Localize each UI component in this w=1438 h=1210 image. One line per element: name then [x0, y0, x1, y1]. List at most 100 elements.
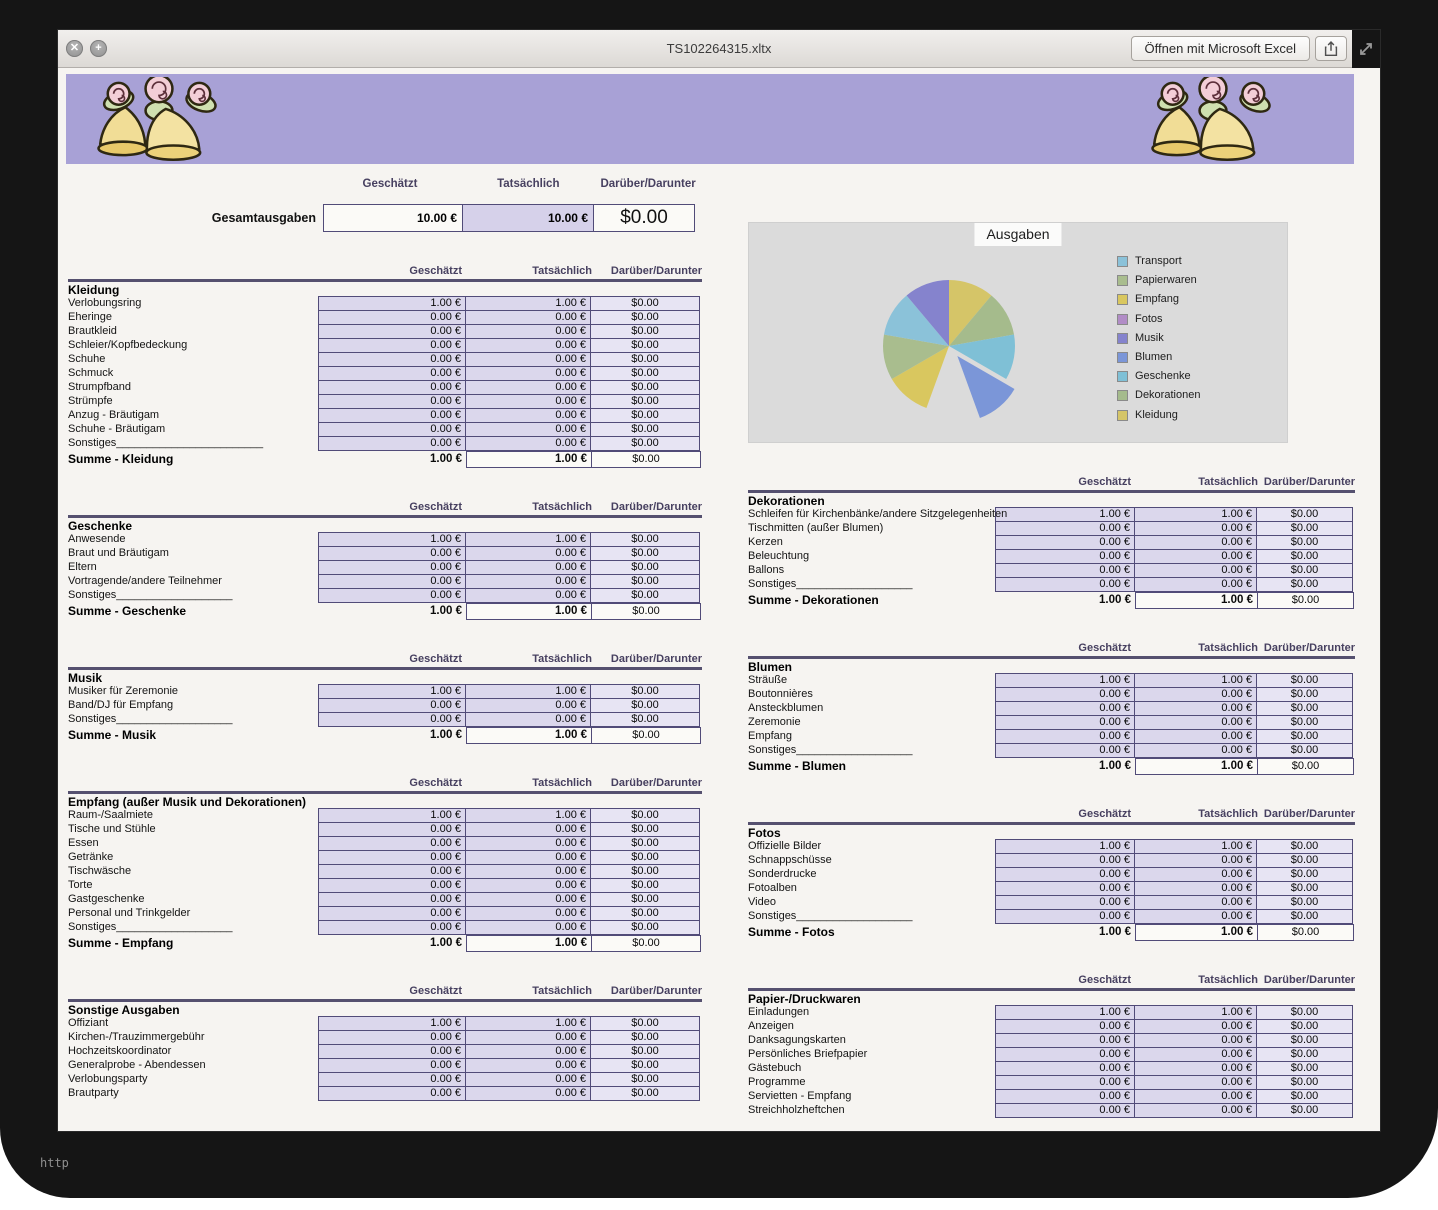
differenz-cell: $0.00 [590, 352, 700, 367]
column-header-differenz: Darüber/Darunter [610, 501, 702, 513]
row-label: Sträuße [748, 674, 788, 686]
table-row: Sonstiges___________________ 0.00 €0.00 €… [748, 909, 1355, 924]
open-with-excel-button[interactable]: Öffnen mit Microsoft Excel [1130, 36, 1310, 61]
legend-item: Geschenke [1117, 370, 1200, 383]
window-titlebar[interactable]: ✕ + TS102264315.xltx Öffnen mit Microsof… [58, 30, 1380, 68]
row-label: Brautkleid [68, 325, 117, 337]
legend-swatch-fotos [1117, 313, 1128, 325]
legend-item: Musik [1117, 331, 1200, 344]
column-header-differenz: Darüber/Darunter [610, 985, 702, 997]
tatsaechlich-cell: 0.00 € [465, 906, 591, 921]
row-label: Danksagungskarten [748, 1034, 846, 1046]
differenz-cell: $0.00 [1256, 853, 1353, 868]
geschaetzt-cell: 0.00 € [318, 712, 466, 727]
legend-swatch-dekorationen [1117, 390, 1128, 402]
share-icon [1324, 40, 1338, 56]
geschaetzt-cell: 0.00 € [318, 546, 466, 561]
geschaetzt-cell: 0.00 € [318, 588, 466, 603]
row-label: Ballons [748, 564, 785, 576]
table-row: Tischwäsche 0.00 €0.00 € $0.00 [68, 864, 702, 879]
differenz-cell: $0.00 [590, 1044, 700, 1059]
geschaetzt-cell: 1.00 € [318, 808, 466, 823]
differenz-cell: $0.00 [590, 338, 700, 353]
sum-differenz-cell: $0.00 [1257, 758, 1354, 775]
legend-label: Musik [1135, 331, 1164, 344]
row-label: Sonderdrucke [748, 868, 817, 880]
table-row: Schuhe - Bräutigam 0.00 €0.00 € $0.00 [68, 422, 702, 437]
tatsaechlich-cell: 0.00 € [1134, 1089, 1257, 1104]
row-label: Schuhe [68, 353, 106, 365]
section-title: Musik [68, 671, 103, 685]
tatsaechlich-cell: 0.00 € [465, 408, 591, 423]
chart-legend: Transport Papierwaren Empfang Fotos Musik Blu… [1117, 256, 1200, 421]
differenz-cell: $0.00 [590, 394, 700, 409]
tatsaechlich-cell: 0.00 € [465, 422, 591, 437]
legend-label: Empfang [1135, 293, 1180, 306]
differenz-cell: $0.00 [590, 1030, 700, 1045]
row-label: Vortragende/andere Teilnehmer [68, 575, 222, 587]
legend-swatch-musik [1117, 332, 1128, 344]
row-label: Raum-/Saalmiete [68, 809, 153, 821]
table-row: Tische und Stühle 0.00 €0.00 € $0.00 [68, 822, 702, 837]
geschaetzt-cell: 0.00 € [318, 1086, 466, 1101]
column-headers: Geschätzt Tatsächlich Darüber/Darunter [748, 476, 1355, 489]
table-row: Strümpfe 0.00 €0.00 € $0.00 [68, 394, 702, 409]
share-button[interactable] [1315, 36, 1347, 61]
column-header-differenz: Darüber/Darunter [1263, 974, 1355, 986]
section-sum-row: Summe - Dekorationen 1.00 €1.00 € $0.00 [748, 592, 1355, 609]
sum-label: Summe - Fotos [748, 925, 835, 939]
tatsaechlich-cell: 0.00 € [1134, 1061, 1257, 1076]
sum-label: Summe - Blumen [748, 759, 847, 773]
row-label: Tische und Stühle [68, 823, 156, 835]
geschaetzt-cell: 0.00 € [995, 895, 1135, 910]
differenz-cell: $0.00 [1256, 1033, 1353, 1048]
row-label: Getränke [68, 851, 114, 863]
column-header-geschaetzt: Geschätzt [409, 265, 462, 277]
expenses-pie-chart [883, 280, 1015, 418]
row-label: Generalprobe - Abendessen [68, 1059, 206, 1071]
budget-section: Geschätzt Tatsächlich Darüber/Darunter Sons… [68, 985, 702, 1101]
summary-header-differenz: Darüber/Darunter [600, 178, 696, 190]
tatsaechlich-cell: 0.00 € [1134, 687, 1257, 702]
geschaetzt-cell: 0.00 € [318, 338, 466, 353]
column-header-tatsaechlich: Tatsächlich [532, 265, 592, 277]
differenz-cell: $0.00 [590, 574, 700, 589]
column-header-geschaetzt: Geschätzt [409, 501, 462, 513]
budget-left-column: Geschätzt Tatsächlich Darüber/Darunter G… [68, 178, 702, 1101]
differenz-cell: $0.00 [1256, 1005, 1353, 1020]
geschaetzt-cell: 0.00 € [995, 881, 1135, 896]
budget-section: Geschätzt Tatsächlich Darüber/Darunter Klei… [68, 265, 702, 468]
table-row: Raum-/Saalmiete 1.00 €1.00 € $0.00 [68, 808, 702, 823]
geschaetzt-cell: 0.00 € [995, 535, 1135, 550]
row-label: Kirchen-/Trauzimmergebühr [68, 1031, 205, 1043]
row-label: Servietten - Empfang [748, 1090, 852, 1102]
tatsaechlich-cell: 1.00 € [465, 1016, 591, 1031]
tatsaechlich-cell: 0.00 € [1134, 549, 1257, 564]
row-label: Tischwäsche [68, 865, 132, 877]
table-row: Verlobungsring 1.00 €1.00 € $0.00 [68, 296, 702, 311]
legend-item: Dekorationen [1117, 390, 1200, 402]
fullscreen-icon[interactable] [1356, 39, 1376, 59]
differenz-cell: $0.00 [590, 436, 700, 451]
section-sum-row: Summe - Empfang 1.00 €1.00 € $0.00 [68, 935, 702, 952]
tatsaechlich-cell: 0.00 € [465, 366, 591, 381]
column-headers: Geschätzt Tatsächlich Darüber/Darunter [68, 265, 702, 278]
row-label: Offizielle Bilder [748, 840, 822, 852]
sum-geschaetzt-cell: 1.00 € [430, 729, 462, 741]
tatsaechlich-cell: 0.00 € [465, 546, 591, 561]
tatsaechlich-cell: 0.00 € [465, 1030, 591, 1045]
budget-section: Geschätzt Tatsächlich Darüber/Darunter Gesc… [68, 501, 702, 620]
legend-swatch-geschenke [1117, 371, 1128, 383]
row-label: Eheringe [68, 311, 113, 323]
table-row: Kerzen 0.00 €0.00 € $0.00 [748, 535, 1355, 550]
total-geschaetzt-cell: 10.00 € [323, 204, 463, 232]
pie-slice-musik [906, 280, 949, 346]
zoom-button[interactable]: + [90, 40, 107, 57]
legend-label: Transport [1135, 255, 1182, 267]
row-label: Beleuchtung [748, 550, 810, 562]
close-button[interactable]: ✕ [66, 40, 83, 57]
table-row: Offizielle Bilder 1.00 €1.00 € $0.00 [748, 839, 1355, 854]
total-differenz-cell: $0.00 [593, 204, 695, 232]
table-row: Boutonnières 0.00 €0.00 € $0.00 [748, 687, 1355, 702]
legend-label: Geschenke [1135, 370, 1191, 383]
